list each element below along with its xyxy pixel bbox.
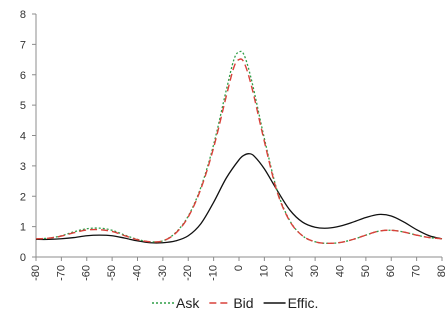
x-tick-label: 10 [258,265,270,277]
y-tick-label: 8 [20,9,26,21]
y-tick-label: 6 [20,70,26,82]
x-tick-label: -40 [131,265,143,281]
x-tick-label: -10 [208,265,220,281]
x-tick-label: -70 [55,265,67,281]
y-tick-label: 3 [20,161,26,173]
series-line-bid [35,58,443,245]
x-tick-label: 70 [411,265,423,277]
legend-label: Effic. [288,295,319,311]
y-tick-label: 0 [20,252,26,264]
chart-series [35,50,443,245]
x-tick-label: 50 [360,265,372,277]
x-tick-label: 20 [284,265,296,277]
x-tick-label: 30 [309,265,321,277]
chart-axes [35,14,442,258]
x-tick-label: -30 [157,265,169,281]
x-tick-label: 80 [436,265,446,277]
chart-ticks: 0 1 2 3 4 5 6 7 8 -80 -70 -60 -50 -40 -30 -20 -10 0 10 20 30… [20,9,446,281]
x-tick-label: -60 [81,265,93,281]
x-tick-label: -20 [182,265,194,281]
series-line-effic [35,153,443,244]
series-line-ask [35,50,443,244]
y-tick-label: 1 [20,222,26,234]
y-tick-label: 2 [20,191,26,203]
chart-legend: Ask Bid Effic. [152,295,318,311]
x-tick-label: 60 [385,265,397,277]
x-tick-label: 0 [233,265,245,271]
x-tick-label: -80 [30,265,42,281]
legend-label: Ask [176,295,200,311]
y-tick-label: 4 [20,131,26,143]
y-tick-label: 5 [20,100,26,112]
x-tick-label: -50 [106,265,118,281]
legend-label: Bid [233,295,253,311]
y-tick-label: 7 [20,39,26,51]
x-tick-label: 40 [334,265,346,277]
